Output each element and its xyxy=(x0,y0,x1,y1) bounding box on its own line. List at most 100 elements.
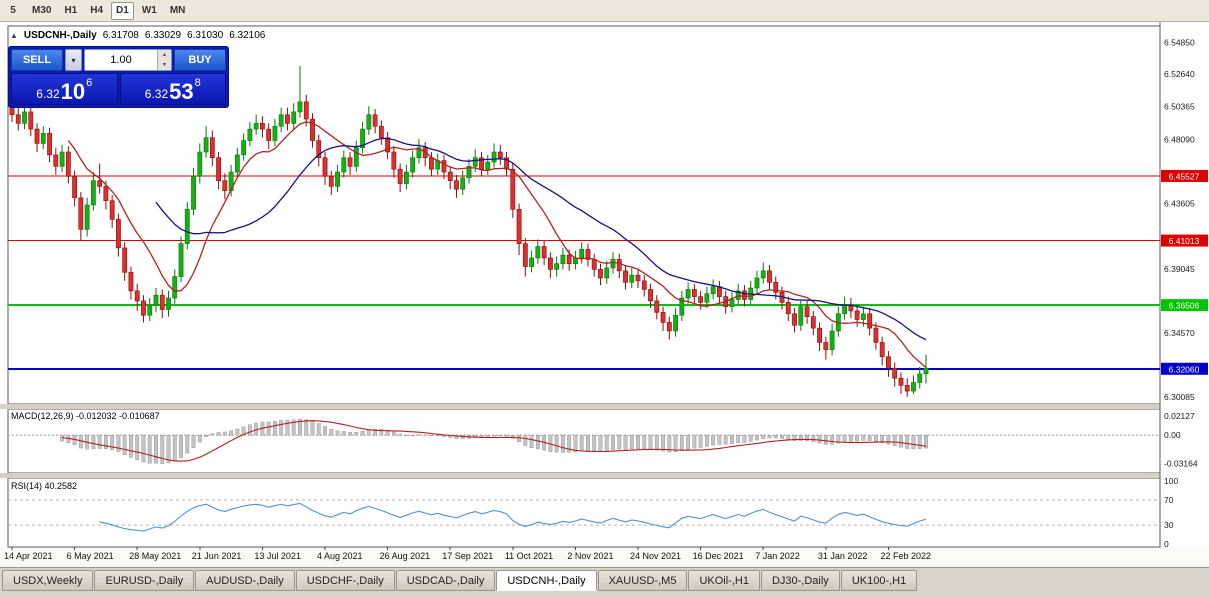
buy-button[interactable]: BUY xyxy=(174,49,226,71)
tab-usdcad-daily[interactable]: USDCAD-,Daily xyxy=(395,570,496,591)
timeframe-button-w1[interactable]: W1 xyxy=(137,2,162,20)
candle xyxy=(47,133,52,156)
macd-bar xyxy=(861,434,866,441)
order-type-dropdown[interactable]: ▾ xyxy=(65,49,82,71)
tab-eurusd-daily[interactable]: EURUSD-,Daily xyxy=(94,570,195,591)
candle xyxy=(904,385,910,392)
macd-bar xyxy=(623,434,628,450)
macd-bar xyxy=(429,434,434,436)
timeframe-button-mn[interactable]: MN xyxy=(165,2,191,20)
macd-bar xyxy=(817,434,822,444)
candle xyxy=(166,297,171,310)
macd-bar xyxy=(222,431,227,436)
panel-splitter[interactable] xyxy=(0,404,1209,409)
x-axis-label: 6 May 2021 xyxy=(67,551,114,561)
macd-bar xyxy=(454,434,459,439)
candle xyxy=(310,118,315,141)
timeframe-button-d1[interactable]: D1 xyxy=(111,1,134,20)
macd-bar xyxy=(373,428,377,436)
timeframe-button-m5[interactable]: 5 xyxy=(2,2,24,20)
macd-bar xyxy=(291,419,296,436)
x-axis-label: 7 Jan 2022 xyxy=(755,551,800,561)
tab-ukoil-h1[interactable]: UKOil-,H1 xyxy=(688,570,760,591)
macd-bar xyxy=(648,434,653,450)
candle xyxy=(128,271,134,292)
macd-bar xyxy=(179,434,183,458)
macd-bar xyxy=(561,434,565,453)
candle xyxy=(34,128,40,144)
candle xyxy=(184,208,190,244)
macd-bar xyxy=(848,434,853,442)
tab-xauusd-m5[interactable]: XAUUSD-,M5 xyxy=(597,570,688,591)
macd-bar xyxy=(185,434,190,454)
timeframe-toolbar: 5 M30 H1 H4 D1 W1 MN xyxy=(0,0,1209,22)
candle xyxy=(516,208,522,244)
macd-bar xyxy=(535,434,540,450)
candle xyxy=(360,128,365,149)
tab-audusd-daily[interactable]: AUDUSD-,Daily xyxy=(195,570,295,591)
candle xyxy=(529,257,535,267)
price-axis[interactable] xyxy=(1160,22,1209,547)
candle xyxy=(479,157,484,170)
macd-bar xyxy=(636,434,640,449)
candle xyxy=(372,114,378,127)
ohlc-close: 6.32106 xyxy=(229,30,266,41)
macd-bar xyxy=(830,434,834,445)
ask-price-main: 6.32 xyxy=(144,87,169,101)
candle xyxy=(78,197,84,230)
buy-price-button[interactable]: 6.32 53 8 xyxy=(119,73,226,105)
macd-bar xyxy=(172,434,177,462)
timeframe-button-h4[interactable]: H4 xyxy=(85,2,108,20)
tab-dj30-daily[interactable]: DJ30-,Daily xyxy=(760,570,840,591)
candle xyxy=(635,274,641,282)
candle xyxy=(767,270,772,283)
candle xyxy=(134,290,140,302)
volume-up-button[interactable]: ▴ xyxy=(158,50,171,60)
candle xyxy=(291,111,297,124)
panel-splitter[interactable] xyxy=(0,473,1209,478)
candle xyxy=(554,263,560,270)
candle xyxy=(710,286,716,295)
x-axis-label: 26 Aug 2021 xyxy=(380,551,431,561)
macd-bar xyxy=(216,432,221,436)
macd-bar xyxy=(523,434,528,446)
tab-uk100-h1[interactable]: UK100-,H1 xyxy=(840,570,918,591)
candle xyxy=(410,157,416,173)
rsi-axis-label: 70 xyxy=(1164,495,1174,505)
candle xyxy=(65,151,71,177)
macd-bar xyxy=(811,434,816,442)
candle xyxy=(454,180,459,190)
macd-bar xyxy=(711,434,716,446)
sell-button[interactable]: SELL xyxy=(11,49,63,71)
candle xyxy=(547,257,553,270)
tab-usdx-weekly[interactable]: USDX,Weekly xyxy=(2,570,94,591)
time-axis[interactable] xyxy=(0,547,1209,567)
candle xyxy=(285,114,290,124)
volume-input[interactable] xyxy=(85,50,157,70)
candle xyxy=(917,373,923,383)
macd-bar xyxy=(310,421,315,436)
x-axis-label: 13 Jul 2021 xyxy=(254,551,301,561)
macd-indicator-label: MACD(12,26,9) -0.012032 -0.010687 xyxy=(11,411,160,421)
macd-bar xyxy=(867,434,872,441)
macd-bar xyxy=(504,434,509,437)
timeframe-button-h1[interactable]: H1 xyxy=(59,2,82,20)
candle xyxy=(654,300,660,313)
sell-price-button[interactable]: 6.32 10 6 xyxy=(11,73,118,105)
chart-canvas[interactable]: 6.45527 6.41013 6.36506 6.32060 6.54850 6.526… xyxy=(0,22,1209,567)
timeframe-button-m30[interactable]: M30 xyxy=(27,2,56,20)
tab-usdchf-daily[interactable]: USDCHF-,Daily xyxy=(295,570,395,591)
macd-bar xyxy=(166,434,171,464)
candle xyxy=(397,168,403,184)
candle xyxy=(616,259,622,272)
macd-bar xyxy=(104,434,108,449)
macd-bar xyxy=(692,434,697,449)
x-axis-label: 28 May 2021 xyxy=(129,551,181,561)
tab-usdcnh-daily[interactable]: USDCNH-,Daily xyxy=(496,570,597,591)
candle xyxy=(178,243,184,277)
macd-bar xyxy=(667,434,672,453)
volume-down-button[interactable]: ▾ xyxy=(158,60,171,70)
macd-bar xyxy=(748,434,753,442)
candle xyxy=(153,294,159,306)
candle xyxy=(679,297,685,316)
